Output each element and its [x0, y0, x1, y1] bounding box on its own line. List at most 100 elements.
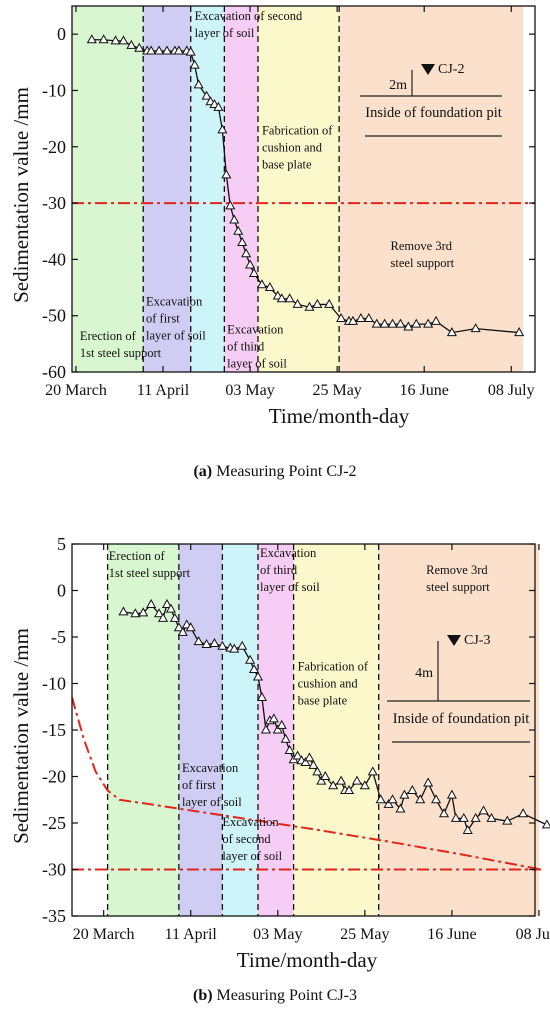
y-tick-label: -50: [42, 306, 66, 326]
data-point: [280, 733, 291, 743]
data-point: [438, 808, 450, 818]
data-point: [450, 812, 461, 822]
y-tick-label: -10: [42, 80, 66, 100]
phase-band: [222, 544, 258, 916]
data-point: [229, 214, 240, 224]
phase-annotation: Remove 3rd steel support: [426, 563, 490, 594]
caption: (a) Measuring Point CJ-2: [193, 463, 356, 480]
data-point: [446, 789, 457, 799]
annotation-line: 1st steel support: [109, 566, 191, 580]
x-tick-label: 16 June: [400, 382, 449, 399]
inset-point-triangle: [421, 64, 435, 75]
phase-annotation: Excavation of third layer of soil: [227, 323, 287, 371]
data-point: [237, 236, 248, 246]
phase-annotation: Remove 3rd steel support: [391, 239, 455, 270]
phase-band: [72, 6, 144, 372]
data-point: [324, 298, 335, 308]
data-point: [126, 39, 137, 49]
data-point: [138, 607, 149, 617]
data-point: [177, 626, 188, 636]
phase-band: [107, 544, 179, 916]
annotation-line: of first: [146, 312, 180, 326]
inset-point-triangle: [447, 635, 461, 646]
inset-point-label: CJ-3: [464, 633, 490, 648]
x-tick-label: 03 May: [225, 382, 274, 399]
y-tick-label: -15: [42, 720, 66, 740]
data-point: [387, 318, 398, 328]
data-point: [276, 719, 287, 729]
inset-depth-label: 4m: [415, 666, 433, 681]
data-point: [193, 79, 204, 89]
limit-line: [71, 697, 542, 871]
data-point: [185, 622, 196, 632]
phase-annotation: Excavation of second layer of soil: [195, 9, 303, 40]
data-point: [411, 318, 422, 328]
data-point: [268, 713, 279, 723]
annotation-line: layer of soil: [146, 329, 206, 343]
data-point: [217, 640, 228, 650]
data-point: [173, 45, 184, 55]
x-tick-label: 08 July: [516, 926, 550, 943]
annotation-line: of second: [222, 832, 271, 846]
data-point: [312, 298, 323, 308]
data-point: [245, 654, 256, 664]
data-point: [320, 770, 331, 780]
annotation-line: Fabrication of: [298, 659, 369, 673]
annotation-line: base plate: [262, 157, 312, 171]
data-point: [478, 805, 489, 815]
data-point: [256, 279, 268, 289]
data-point: [284, 744, 295, 754]
data-point: [189, 59, 200, 69]
annotation-line: base plate: [298, 693, 348, 707]
data-point: [264, 282, 275, 292]
data-point: [292, 298, 303, 308]
phase-band: [224, 6, 258, 372]
y-tick-label: 5: [57, 534, 66, 554]
annotation-line: of first: [182, 778, 216, 792]
x-tick-label: 25 May: [340, 926, 389, 943]
data-point: [98, 34, 109, 44]
data-point: [209, 637, 220, 648]
phase-band: [178, 544, 223, 916]
data-point: [86, 34, 97, 44]
y-tick-label: -60: [42, 362, 66, 382]
annotation-line: layer of soil: [182, 795, 242, 809]
data-point: [154, 608, 165, 618]
annotation-line: 1st steel support: [80, 346, 162, 360]
inset-point-label: CJ-2: [438, 62, 464, 77]
phase-annotation: Fabrication of cushion and base plate: [298, 659, 369, 707]
phase-band: [293, 544, 379, 916]
data-point: [118, 35, 129, 45]
data-point: [252, 671, 264, 681]
annotation-line: of third: [227, 340, 265, 354]
data-point: [502, 815, 513, 825]
inset-pit-label: Inside of foundation pit: [365, 105, 502, 121]
y-tick-label: 0: [57, 581, 66, 601]
data-point: [355, 312, 366, 323]
data-point: [375, 794, 386, 804]
phase-annotation: Excavation of first layer of soil: [182, 761, 242, 809]
annotation-line: layer of soil: [260, 580, 320, 594]
panel-b: Erection of 1st steel support Excavation of…: [9, 534, 550, 1004]
x-tick-label: 11 April: [165, 926, 218, 943]
phase-annotation: Erection of 1st steel support: [109, 549, 191, 580]
data-point: [146, 598, 157, 608]
inset-pit-label: Inside of foundation pit: [393, 711, 530, 727]
data-point: [308, 759, 319, 769]
annotation-line: Excavation: [260, 546, 317, 560]
data-point: [415, 794, 426, 804]
data-point: [118, 606, 129, 616]
x-tick-label: 16 June: [427, 926, 476, 943]
phase-band: [378, 544, 539, 916]
annotation-line: layer of soil: [227, 357, 287, 371]
data-point: [431, 794, 442, 804]
y-tick-label: 0: [57, 24, 66, 44]
data-point: [395, 318, 406, 328]
data-point: [328, 780, 339, 790]
data-point: [154, 45, 165, 55]
x-tick-label: 25 May: [312, 382, 361, 399]
data-point: [395, 803, 406, 813]
data-point: [486, 812, 497, 822]
data-point: [157, 612, 169, 622]
x-axis-label: Time/month-day: [237, 948, 378, 972]
